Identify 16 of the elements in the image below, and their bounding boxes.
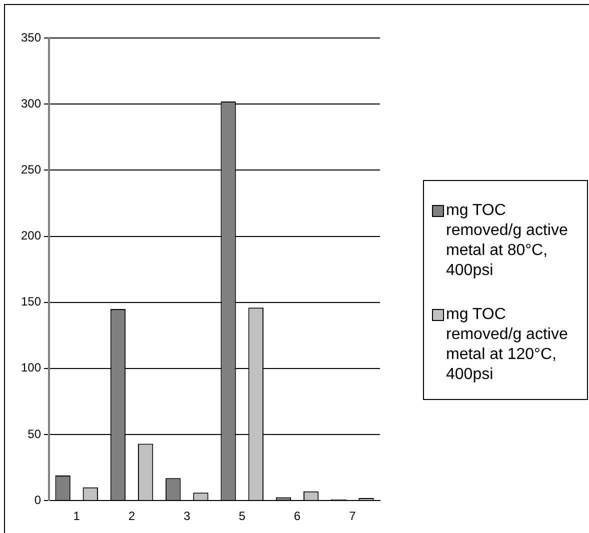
x-tick-label: 2 bbox=[128, 509, 136, 524]
x-tick-label: 5 bbox=[238, 509, 246, 524]
y-tick-label: 250 bbox=[20, 162, 42, 176]
y-tick-label: 50 bbox=[28, 426, 42, 441]
y-tick-label: 150 bbox=[20, 294, 42, 309]
y-tick-label: 100 bbox=[20, 360, 42, 375]
y-tick-label: 300 bbox=[20, 96, 42, 110]
x-tick-label: 6 bbox=[294, 509, 301, 524]
legend-label: mg TOC removed/g active metal at 120°C, 400psi bbox=[446, 305, 569, 385]
x-tick-label: 7 bbox=[349, 509, 356, 524]
y-tick-label: 200 bbox=[20, 228, 42, 243]
y-tick-label: 350 bbox=[20, 30, 42, 44]
x-tick-label: 3 bbox=[184, 509, 191, 524]
y-tick-label: 0 bbox=[34, 492, 42, 507]
legend-label: mg TOC removed/g active metal at 80°C, 400psi bbox=[446, 201, 569, 281]
x-tick-label: 1 bbox=[73, 509, 80, 524]
